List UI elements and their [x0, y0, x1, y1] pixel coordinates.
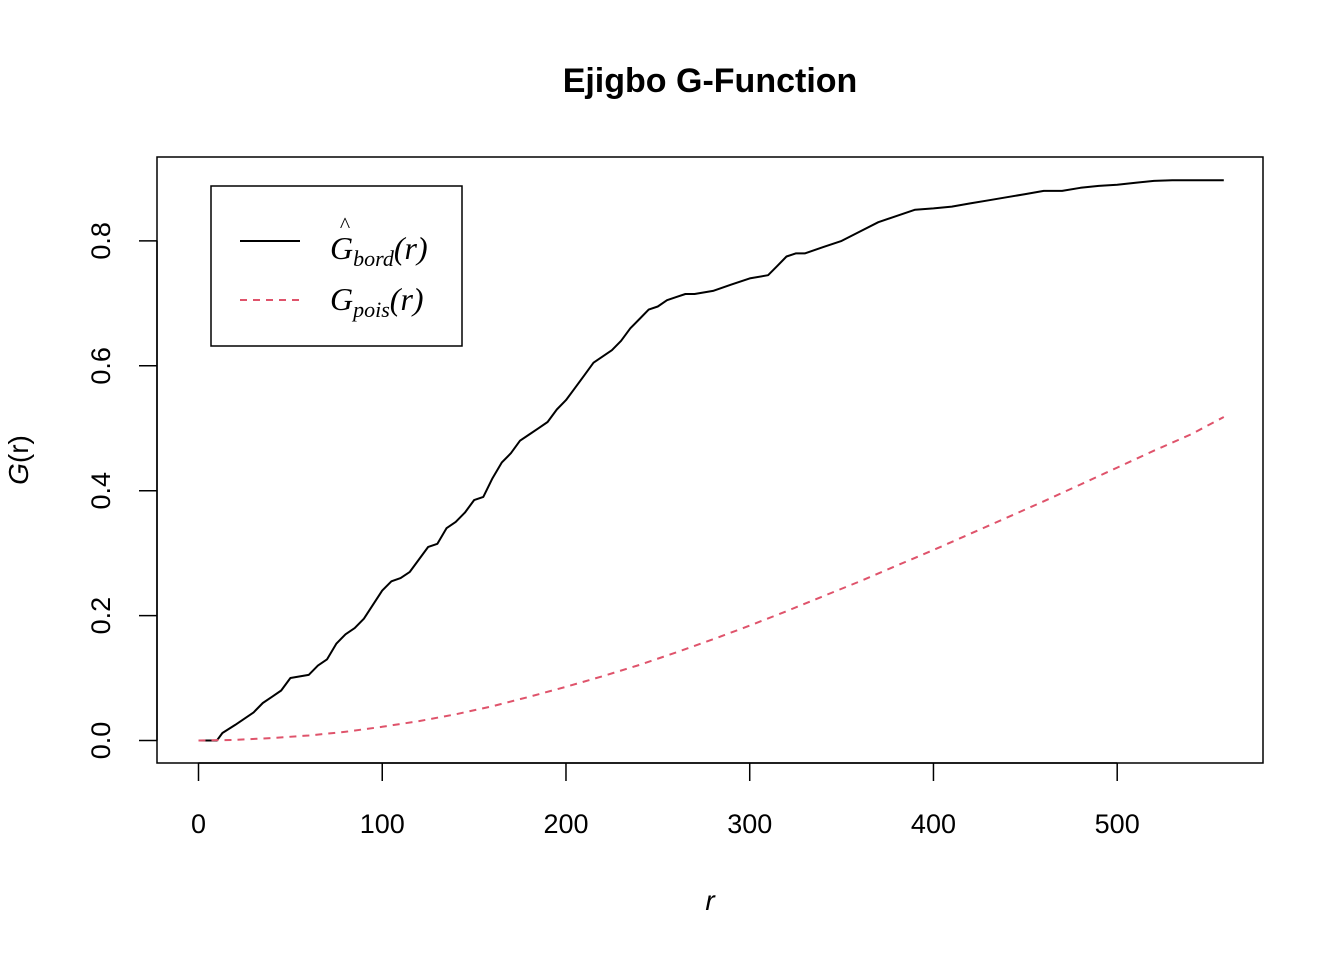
x-tick-label: 0	[191, 809, 206, 839]
y-axis-label-main: G	[3, 463, 34, 485]
plot-lines	[198, 179, 1225, 742]
y-tick-label: 0.2	[86, 597, 116, 635]
legend-label-gpois: Gpois(r)	[330, 281, 424, 322]
x-tick-label: 400	[911, 809, 956, 839]
legend-box	[210, 185, 463, 347]
y-tick-label: 0.0	[86, 722, 116, 760]
y-axis-label-arg: (r)	[3, 435, 34, 463]
x-tick-label: 100	[360, 809, 405, 839]
x-axis-label: r	[705, 885, 716, 916]
legend-main-gpois: G	[330, 281, 353, 317]
svg-text:G(r): G(r)	[3, 435, 34, 485]
y-tick-label: 0.6	[86, 347, 116, 385]
legend-arg-gbord: (r)	[394, 230, 428, 266]
x-axis: 0 100 200 300 400 500	[191, 762, 1140, 839]
x-tick-label: 500	[1095, 809, 1140, 839]
series-line-gbord	[198, 179, 1224, 742]
legend-arg-gpois: (r)	[390, 281, 424, 317]
y-tick-label: 0.4	[86, 472, 116, 510]
legend-label-gbord: Gbord(r)	[330, 230, 428, 271]
legend: ^ Gbord(r) Gpois(r)	[210, 185, 463, 347]
y-axis: 0.0 0.2 0.4 0.6 0.8	[86, 222, 158, 760]
legend-hat-gbord: ^	[339, 212, 350, 237]
legend-sub-gbord: bord	[353, 246, 395, 271]
chart-title: Ejigbo G-Function	[563, 62, 858, 100]
legend-main-gbord: G	[330, 230, 353, 266]
series-line-gpois	[198, 416, 1225, 742]
x-tick-label: 200	[543, 809, 588, 839]
legend-sub-gpois: pois	[351, 297, 390, 322]
y-axis-label: G(r)	[3, 435, 34, 485]
x-tick-label: 300	[727, 809, 772, 839]
y-tick-label: 0.8	[86, 222, 116, 260]
